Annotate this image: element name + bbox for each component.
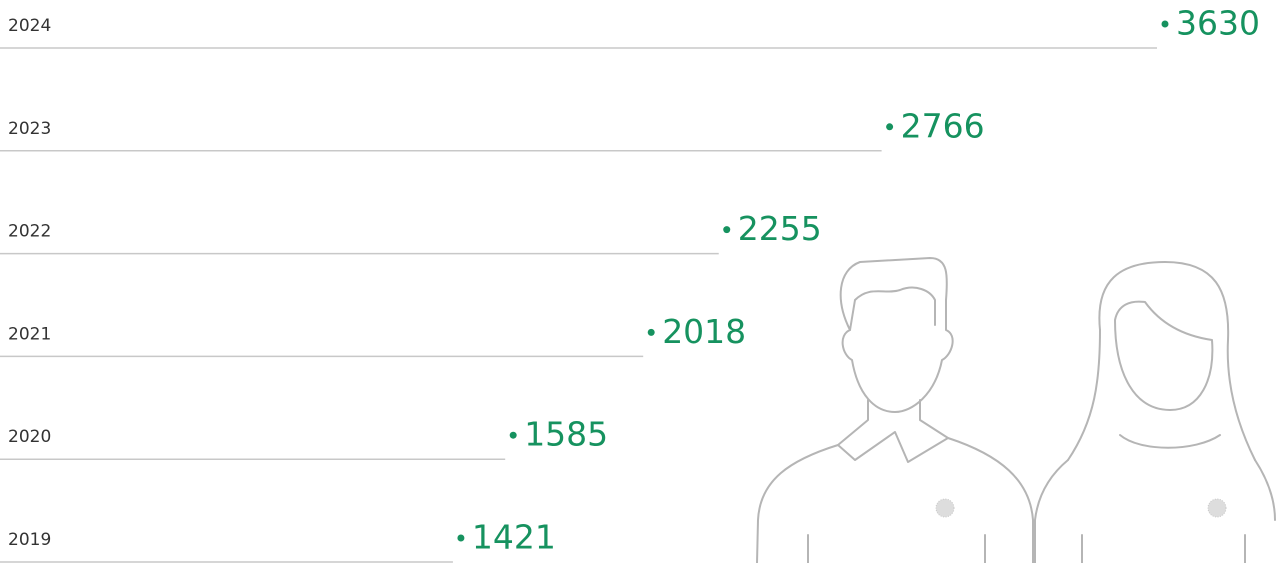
value-label: 1421 — [472, 518, 556, 557]
value-dot — [648, 329, 655, 336]
year-label: 2023 — [8, 119, 51, 139]
year-label: 2019 — [8, 530, 51, 550]
value-label: 2766 — [901, 106, 985, 145]
value-dot — [1162, 21, 1169, 28]
value-label: 2255 — [738, 209, 822, 248]
value-label: 2018 — [662, 312, 746, 351]
value-dot — [510, 432, 517, 439]
value-dot — [457, 535, 464, 542]
value-dot — [723, 226, 730, 233]
value-label: 1585 — [524, 415, 608, 454]
people-illustration — [757, 258, 1275, 563]
value-dot — [886, 123, 893, 130]
chart: 2024 3630 2023 2766 2022 2255 2021 2018 2020 1585… — [0, 0, 1277, 563]
year-label: 2020 — [8, 427, 51, 447]
year-label: 2022 — [8, 222, 51, 242]
year-label: 2024 — [8, 16, 51, 36]
value-label: 3630 — [1176, 4, 1260, 43]
year-label: 2021 — [8, 324, 51, 344]
